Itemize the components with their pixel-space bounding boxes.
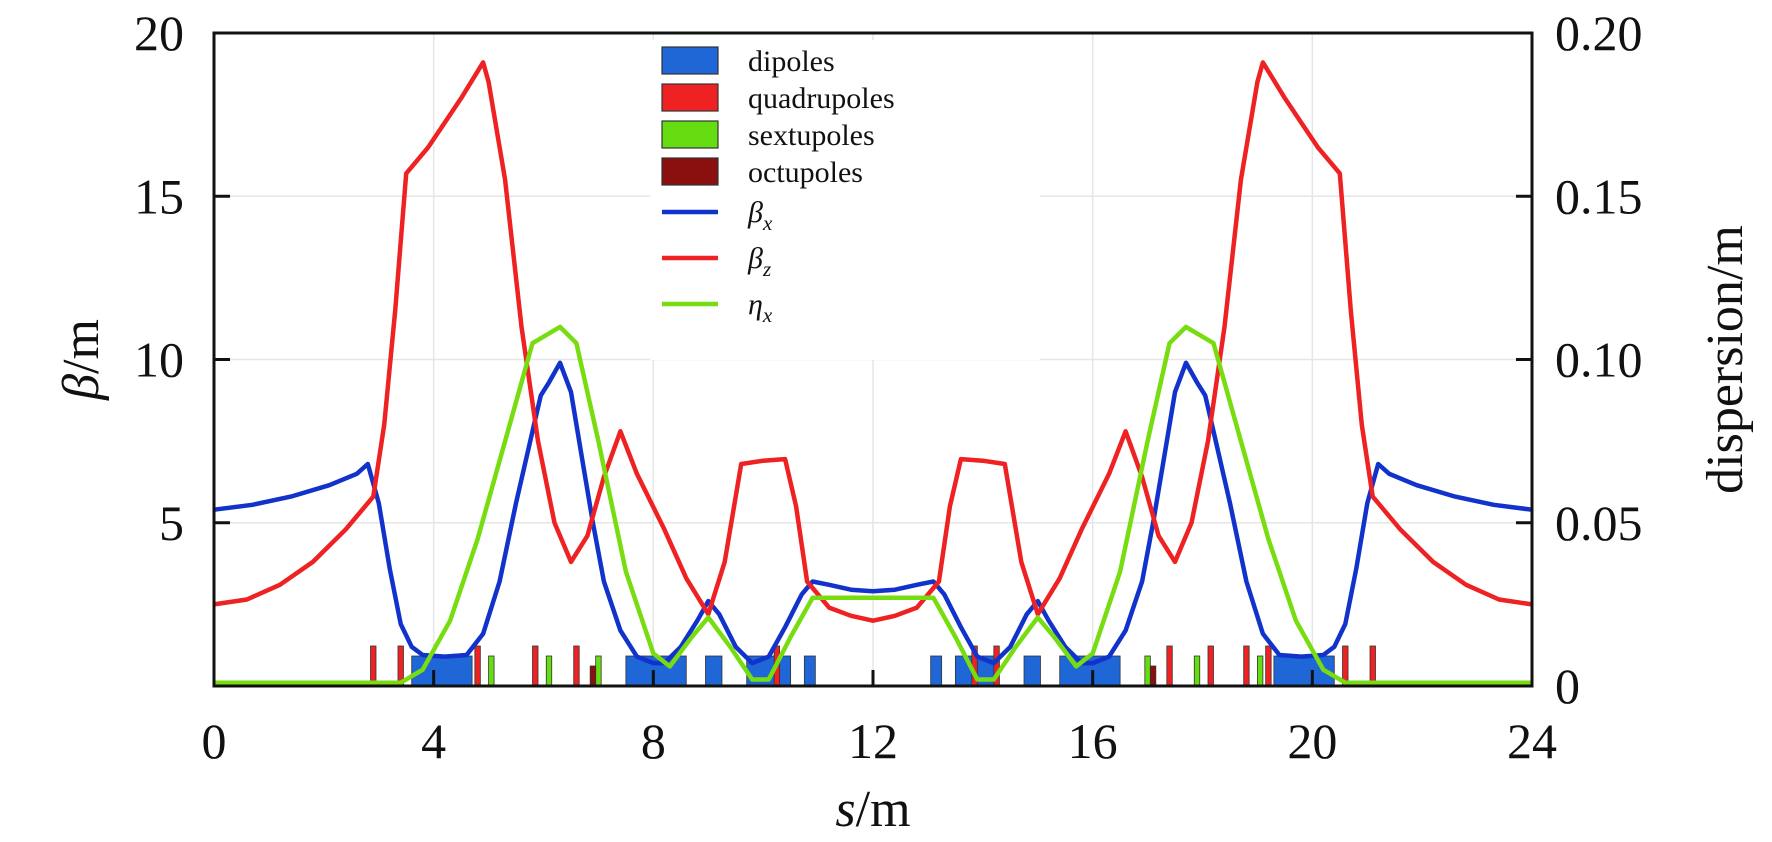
y-left-tick-label: 10	[134, 332, 184, 388]
legend: dipoles quadrupoles sextupoles octupoles βx β…	[650, 40, 1040, 360]
quadrupole-magnet	[1243, 645, 1250, 687]
dipole-magnet	[625, 655, 687, 687]
legend-label-z: βz	[747, 242, 771, 281]
sextupole-magnet	[1193, 655, 1201, 687]
dipole-magnet	[1023, 655, 1041, 687]
dipole-magnet	[803, 655, 816, 687]
y-left-tick-label: 5	[159, 495, 184, 551]
sextupole-magnet	[1144, 655, 1151, 687]
legend-label-dipoles: dipoles	[748, 45, 835, 78]
y-right-axis-title: dispersion/m	[1697, 225, 1754, 494]
quadrupole-magnet	[1265, 645, 1272, 687]
dipole-magnet	[930, 655, 943, 687]
octupole-magnet	[589, 665, 597, 687]
legend-swatch-quadrupoles	[661, 83, 719, 112]
y-right-tick-label: 0.10	[1555, 332, 1643, 388]
x-tick-label: 0	[202, 713, 227, 769]
legend-label-x: ηx	[748, 288, 773, 327]
dipole-magnet	[705, 655, 723, 687]
sextupole-magnet	[1257, 655, 1264, 687]
beta-x-line	[213, 360, 1533, 666]
sextupole-magnet	[595, 655, 602, 687]
x-tick-label: 8	[641, 713, 666, 769]
quadrupole-magnet	[532, 645, 539, 687]
sextupole-magnet	[545, 655, 553, 687]
legend-label-sextupoles: sextupoles	[748, 119, 875, 152]
quadrupole-magnet	[1166, 645, 1173, 687]
legend-swatch-sextupoles	[661, 120, 719, 149]
quadrupole-magnet	[1207, 645, 1214, 687]
x-axis-title: s/m	[835, 781, 910, 838]
x-tick-label: 24	[1507, 713, 1557, 769]
y-right-tick-label: 0.15	[1555, 168, 1643, 224]
y-left-tick-label: 15	[134, 168, 184, 224]
x-tick-label: 16	[1068, 713, 1118, 769]
y-left-tick-label: 20	[134, 5, 184, 61]
x-tick-label: 4	[421, 713, 446, 769]
beta-z-line	[213, 60, 1533, 623]
y-left-axis-title: β/m	[53, 319, 110, 401]
quadrupole-magnet	[370, 645, 377, 687]
quadrupole-magnet	[1369, 645, 1376, 687]
quadrupole-magnet	[474, 645, 481, 687]
legend-label-x: βx	[747, 196, 773, 235]
dipole-magnet	[1059, 655, 1121, 687]
eta-x-line	[214, 324, 1532, 685]
y-right-tick-label: 0.05	[1555, 495, 1643, 551]
legend-swatch-octupoles	[661, 157, 719, 186]
legend-label-quadrupoles: quadrupoles	[748, 82, 895, 115]
x-tick-label: 12	[848, 713, 898, 769]
legend-label-octupoles: octupoles	[748, 156, 863, 189]
octupole-magnet	[1149, 665, 1157, 687]
y-right-tick-label: 0	[1555, 658, 1580, 714]
x-tick-label: 20	[1287, 713, 1337, 769]
legend-swatch-dipoles	[661, 46, 719, 75]
quadrupole-magnet	[573, 645, 580, 687]
y-right-tick-label: 0.20	[1555, 5, 1643, 61]
sextupole-magnet	[488, 655, 495, 687]
